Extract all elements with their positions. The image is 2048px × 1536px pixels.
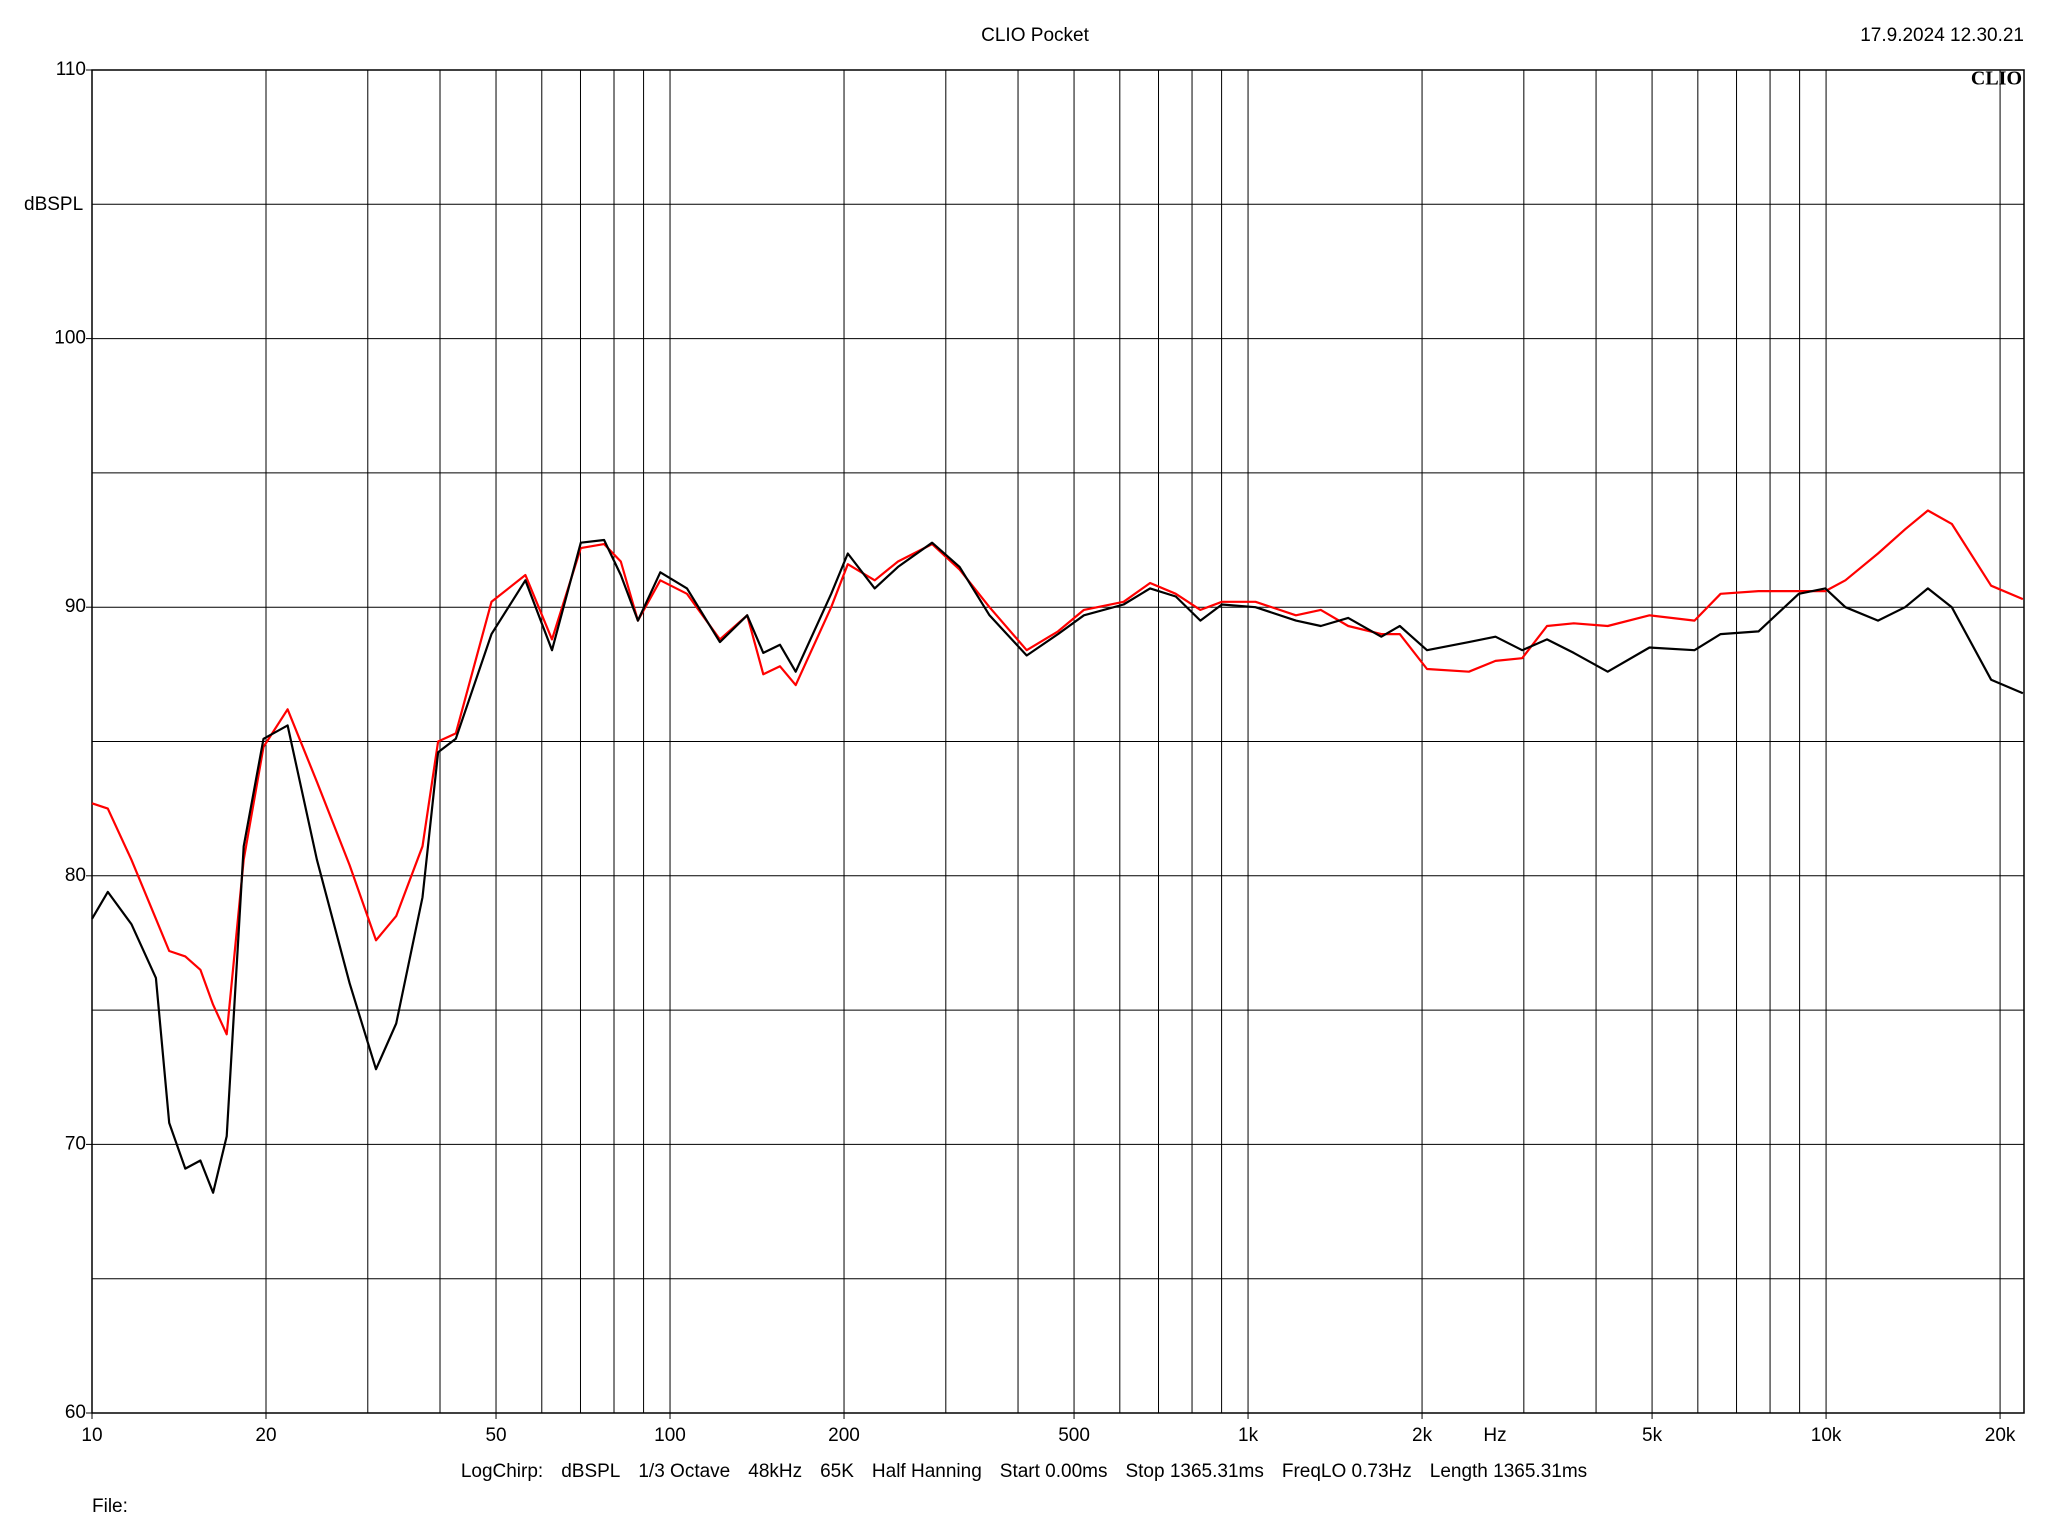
x-tick-label: 100 <box>654 1425 686 1446</box>
info-item: 65K <box>820 1461 854 1482</box>
y-tick-label: 70 <box>65 1133 86 1154</box>
y-tick-label: 60 <box>65 1402 86 1423</box>
info-item: Start 0.00ms <box>1000 1461 1108 1482</box>
plot-frame <box>91 69 2025 1414</box>
y-tick-label: 100 <box>54 328 86 349</box>
x-tick-label: 500 <box>1058 1425 1090 1446</box>
info-item: FreqLO 0.73Hz <box>1282 1461 1412 1482</box>
chart-title: CLIO Pocket <box>981 25 1089 46</box>
info-item: Length 1365.31ms <box>1430 1461 1587 1482</box>
x-tick-label: 2k <box>1412 1425 1433 1446</box>
file-label: File: <box>92 1496 128 1517</box>
x-tick-label: 5k <box>1642 1425 1663 1446</box>
x-tick-label: 20 <box>255 1425 276 1446</box>
logo: CLIO <box>1971 68 2022 90</box>
y-axis-label: dBSPL <box>24 194 83 215</box>
series-line <box>91 509 2024 1036</box>
x-tick-label: 10 <box>81 1425 102 1446</box>
y-tick-label: 90 <box>65 596 86 617</box>
info-item: Stop 1365.31ms <box>1125 1461 1263 1482</box>
x-tick-label: 50 <box>485 1425 506 1446</box>
x-tick-label: 20k <box>1985 1425 2016 1446</box>
info-line: LogChirp: dBSPL 1/3 Octave 48kHz 65K Half Han… <box>461 1461 1587 1482</box>
x-axis-label: Hz <box>1483 1425 1506 1446</box>
series-line <box>91 538 2024 1194</box>
timestamp: 17.9.2024 12.30.21 <box>1860 25 2024 46</box>
y-tick-label: 110 <box>56 59 86 80</box>
info-item: 1/3 Octave <box>638 1461 730 1482</box>
info-item: 48kHz <box>748 1461 802 1482</box>
info-item: LogChirp: <box>461 1461 543 1482</box>
y-tick-label: 80 <box>65 865 86 886</box>
info-item: Half Hanning <box>872 1461 982 1482</box>
info-item: dBSPL <box>561 1461 620 1482</box>
x-tick-label: 200 <box>828 1425 860 1446</box>
x-tick-label: 1k <box>1238 1425 1259 1446</box>
x-tick-label: 10k <box>1811 1425 1842 1446</box>
